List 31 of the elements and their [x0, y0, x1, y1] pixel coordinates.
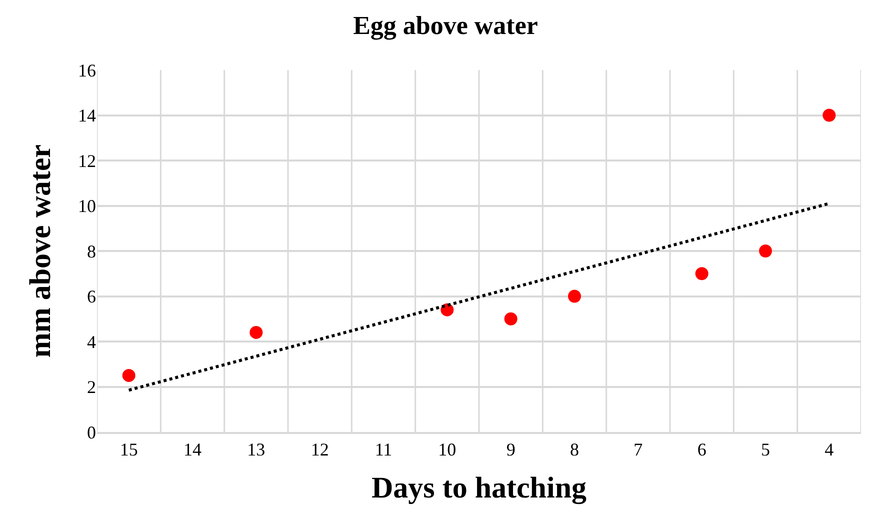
- y-tick-label: 4: [87, 332, 96, 352]
- x-tick-label: 7: [634, 439, 643, 460]
- y-tick-label: 16: [78, 60, 96, 80]
- point: [122, 368, 136, 382]
- x-tick-label: 10: [438, 439, 456, 460]
- point: [568, 290, 581, 303]
- x-tick-label: 13: [247, 439, 266, 460]
- chart-title: Egg above water: [353, 11, 538, 40]
- x-tick-label: 15: [120, 439, 138, 460]
- y-tick-label: 6: [87, 286, 96, 307]
- x-tick-label: 14: [184, 439, 202, 460]
- x-tick-label: 5: [761, 439, 770, 460]
- point: [504, 312, 518, 326]
- y-tick-label: 0: [87, 422, 96, 442]
- y-tick-label: 8: [87, 241, 96, 262]
- x-tick-label: 6: [697, 439, 706, 460]
- point: [822, 108, 836, 122]
- x-axis-title: Days to hatching: [371, 471, 587, 504]
- y-tick-label: 2: [87, 377, 96, 398]
- y-axis-title: mm above water: [24, 144, 57, 358]
- y-tick-label: 10: [78, 196, 96, 216]
- x-tick-label: 4: [824, 439, 834, 460]
- point: [250, 326, 263, 339]
- point: [695, 267, 708, 280]
- x-tick-label: 11: [374, 439, 392, 460]
- y-tick-label: 12: [78, 150, 96, 171]
- x-tick-label: 12: [310, 439, 329, 460]
- point: [759, 244, 772, 258]
- x-tick-label: 9: [506, 439, 516, 460]
- x-tick-label: 8: [570, 439, 579, 460]
- y-tick-label: 14: [78, 106, 96, 126]
